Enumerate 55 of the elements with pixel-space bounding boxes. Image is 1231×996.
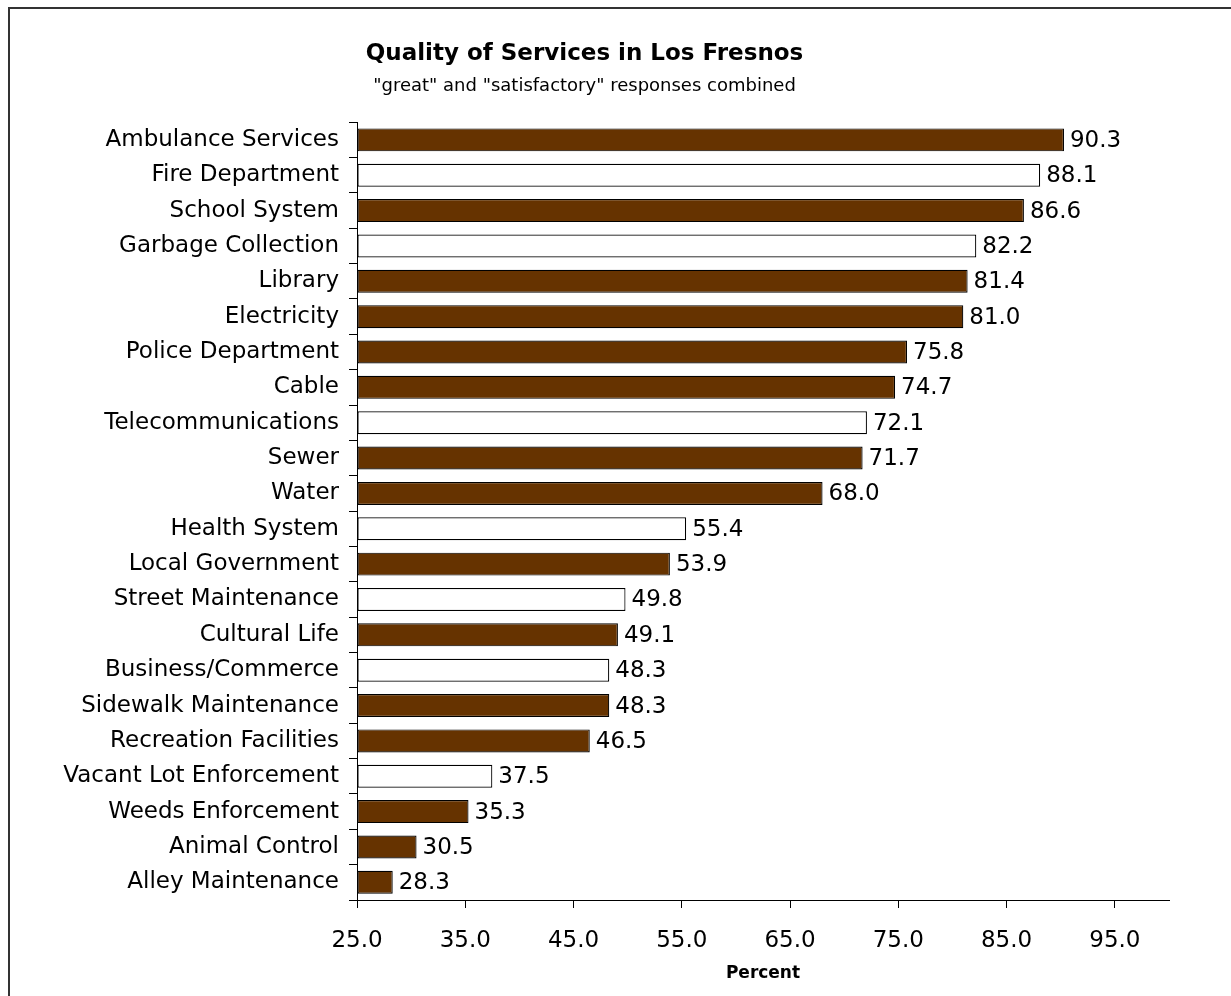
y-tick-label: Alley Maintenance	[127, 867, 339, 894]
chart-title: Quality of Services in Los Fresnos	[365, 38, 804, 65]
x-tick-label: 85.0	[980, 925, 1033, 952]
y-tick-label: Vacant Lot Enforcement	[63, 761, 339, 788]
data-label: 86.6	[1029, 196, 1082, 223]
x-tick-label: 95.0	[1089, 925, 1141, 952]
data-label: 49.1	[623, 620, 676, 647]
x-tick-label: 55.0	[656, 925, 708, 952]
data-label: 81.4	[973, 267, 1025, 294]
y-tick-label: Sidewalk Maintenance	[81, 690, 339, 717]
data-label: 53.9	[675, 550, 728, 577]
y-tick-label: Electricity	[224, 301, 339, 328]
chart-subtitle: "great" and "satisfactory" responses combined	[373, 74, 796, 96]
data-label: 81.0	[969, 302, 1021, 329]
y-tick-label: School System	[169, 195, 339, 222]
data-label: 72.1	[872, 408, 925, 435]
data-label: 48.3	[615, 656, 667, 683]
data-label: 35.3	[474, 797, 526, 824]
x-tick-label: 75.0	[872, 925, 924, 952]
data-label: 49.8	[631, 585, 683, 612]
y-tick-label: Street Maintenance	[113, 584, 339, 611]
y-tick-label: Business/Commerce	[104, 655, 339, 682]
data-label: 82.2	[982, 231, 1034, 258]
data-label: 88.1	[1046, 161, 1098, 188]
x-tick-label: 35.0	[439, 925, 491, 952]
y-tick-label: Library	[258, 266, 339, 293]
y-tick-label: Garbage Collection	[119, 230, 339, 257]
y-tick-label: Water	[271, 478, 340, 505]
y-tick-label: Fire Department	[151, 160, 339, 187]
y-tick-label: Weeds Enforcement	[108, 796, 339, 823]
data-label: 90.3	[1069, 125, 1122, 152]
y-tick-label: Animal Control	[168, 831, 339, 858]
x-tick-label: 65.0	[764, 925, 816, 952]
data-label: 75.8	[912, 337, 965, 364]
y-tick-label: Local Government	[128, 549, 339, 576]
data-label: 46.5	[595, 726, 647, 753]
data-label: 37.5	[498, 762, 550, 789]
y-tick-label: Health System	[170, 513, 339, 540]
data-label: 68.0	[828, 479, 880, 506]
y-tick-label: Cultural Life	[199, 619, 339, 646]
data-label: 74.7	[901, 373, 953, 400]
data-label: 71.7	[868, 444, 920, 471]
y-tick-label: Ambulance Services	[105, 124, 339, 151]
y-tick-label: Recreation Facilities	[110, 725, 339, 752]
x-tick-label: 25.0	[331, 925, 383, 952]
x-axis-title: Percent	[725, 962, 801, 983]
data-label: 55.4	[692, 514, 744, 541]
data-label: 30.5	[422, 832, 474, 859]
data-label: 48.3	[615, 691, 667, 718]
y-tick-label: Telecommunications	[103, 407, 339, 434]
x-tick-label: 45.0	[547, 925, 600, 952]
data-label: 28.3	[398, 868, 450, 895]
y-tick-label: Cable	[273, 372, 339, 399]
y-tick-label: Sewer	[267, 443, 340, 470]
y-tick-label: Police Department	[125, 336, 339, 363]
